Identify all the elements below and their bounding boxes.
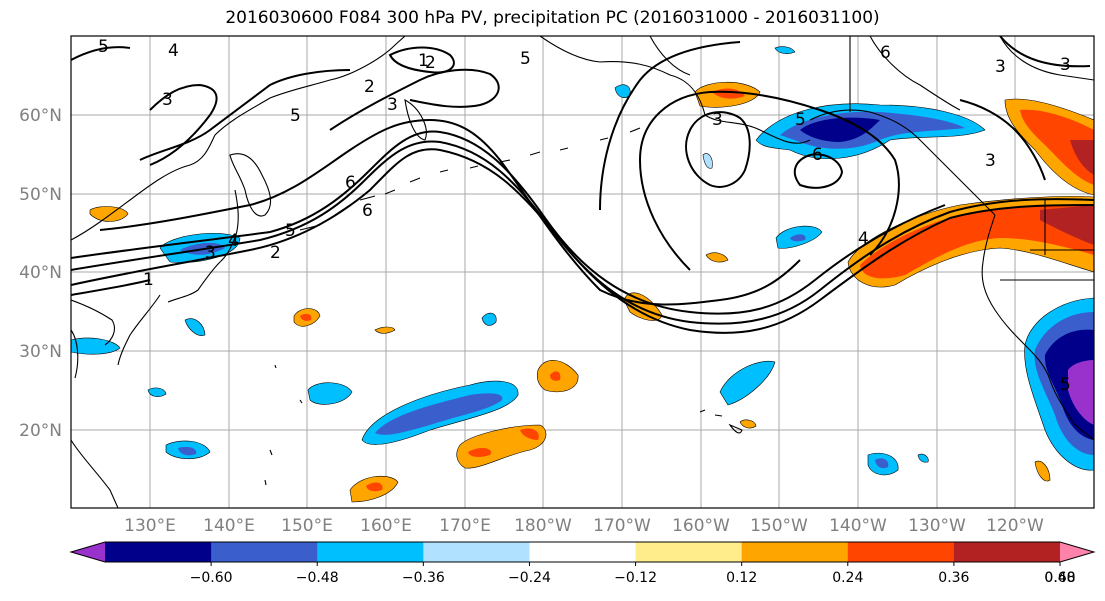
colorbar-tick-label: −0.60 — [190, 570, 233, 586]
contour-label: 6 — [345, 173, 356, 193]
lon-label: 120°W — [986, 516, 1044, 536]
contour-label: 5 — [98, 37, 109, 57]
contour-label: 5 — [795, 110, 806, 130]
colorbar-tick-label: 0.36 — [938, 570, 969, 586]
colorbar-ticks: −0.60 −0.48 −0.36 −0.24 −0.12 0.12 0.24 0.36 0.4… — [190, 562, 1076, 586]
contour-label: 1 — [418, 51, 429, 71]
lon-label: 170°W — [593, 516, 651, 536]
colorbar-tick-label: −0.48 — [296, 570, 339, 586]
colorbar-tick-label: −0.12 — [614, 570, 657, 586]
coastline-icon — [71, 36, 1094, 508]
contour-label: 4 — [858, 229, 869, 249]
contour-label: 4 — [168, 41, 179, 61]
colorbar-segment — [635, 542, 743, 562]
lon-label: 150°E — [281, 516, 333, 536]
contour-label: 4 — [228, 231, 239, 251]
lat-label: 40°N — [19, 263, 62, 283]
contour-label: 6 — [362, 201, 373, 221]
contour-label: 5 — [520, 49, 531, 69]
colorbar-segment — [423, 542, 530, 562]
contour-label: 3 — [995, 57, 1006, 77]
contour-label: 3 — [985, 151, 996, 171]
contour-label: 2 — [270, 243, 281, 263]
contour-label: 5 — [1060, 375, 1071, 395]
colorbar-segment — [529, 542, 637, 562]
pv-contours — [71, 36, 1094, 334]
map-content: 5 4 3 2 1 5 6 5 3 6 2 1 3 4 2 3 5 3 3 5 … — [71, 36, 1094, 508]
contour-label: 3 — [1060, 55, 1071, 75]
contour-label: 3 — [162, 90, 173, 110]
colorbar-extend-min — [71, 542, 105, 562]
lon-label: 180°W — [514, 516, 572, 536]
contour-label: 5 — [290, 106, 301, 126]
contour-label: 1 — [143, 270, 154, 290]
colorbar-tick-label: 0.60 — [1044, 570, 1075, 586]
contour-labels: 5 4 3 2 1 5 6 5 3 6 2 1 3 4 2 3 5 3 3 5 … — [98, 37, 1071, 395]
colorbar-tick-label: 0.48 — [1044, 570, 1075, 586]
contour-label: 3 — [387, 95, 398, 115]
contour-label: 5 — [285, 221, 296, 241]
colorbar-tick-label: −0.24 — [508, 570, 551, 586]
contour-label: 6 — [812, 145, 823, 165]
colorbar-tick-label: 0.24 — [832, 570, 863, 586]
lat-label: 20°N — [19, 421, 62, 441]
contour-label: 2 — [425, 53, 436, 73]
lat-label: 60°N — [19, 106, 62, 126]
latitude-labels: 60°N 50°N 40°N 30°N 20°N — [19, 106, 62, 441]
lat-label: 30°N — [19, 342, 62, 362]
longitude-labels: 130°E 140°E 150°E 160°E 170°E 180°W 170°… — [124, 516, 1044, 536]
lon-label: 170°E — [439, 516, 491, 536]
lon-label: 130°E — [124, 516, 176, 536]
colorbar — [69, 541, 1096, 563]
colorbar-extend-max — [1060, 542, 1094, 562]
colorbar-segment — [317, 542, 424, 562]
precipitation-shading — [71, 46, 1094, 503]
map-frame — [70, 35, 1095, 509]
colorbar-segment — [105, 542, 212, 562]
lon-label: 130°W — [908, 516, 966, 536]
plot-title: 2016030600 F084 300 hPa PV, precipitatio… — [225, 8, 880, 28]
lon-label: 150°W — [750, 516, 808, 536]
lon-label: 160°E — [360, 516, 412, 536]
colorbar-tick-label: 0.12 — [726, 570, 757, 586]
colorbar-outline — [69, 541, 1096, 563]
colorbar-tick-label: −0.36 — [402, 570, 445, 586]
colorbar-segment — [953, 542, 1061, 562]
colorbar-segment — [741, 542, 849, 562]
colorbar-segment — [847, 542, 955, 562]
lon-label: 140°W — [829, 516, 887, 536]
contour-label: 2 — [364, 77, 375, 97]
lon-label: 140°E — [203, 516, 255, 536]
contour-label: 3 — [205, 243, 216, 263]
contour-label: 6 — [880, 43, 891, 63]
lon-label: 160°W — [672, 516, 730, 536]
colorbar-segment — [211, 542, 318, 562]
lat-label: 50°N — [19, 185, 62, 205]
contour-label: 3 — [712, 110, 723, 130]
